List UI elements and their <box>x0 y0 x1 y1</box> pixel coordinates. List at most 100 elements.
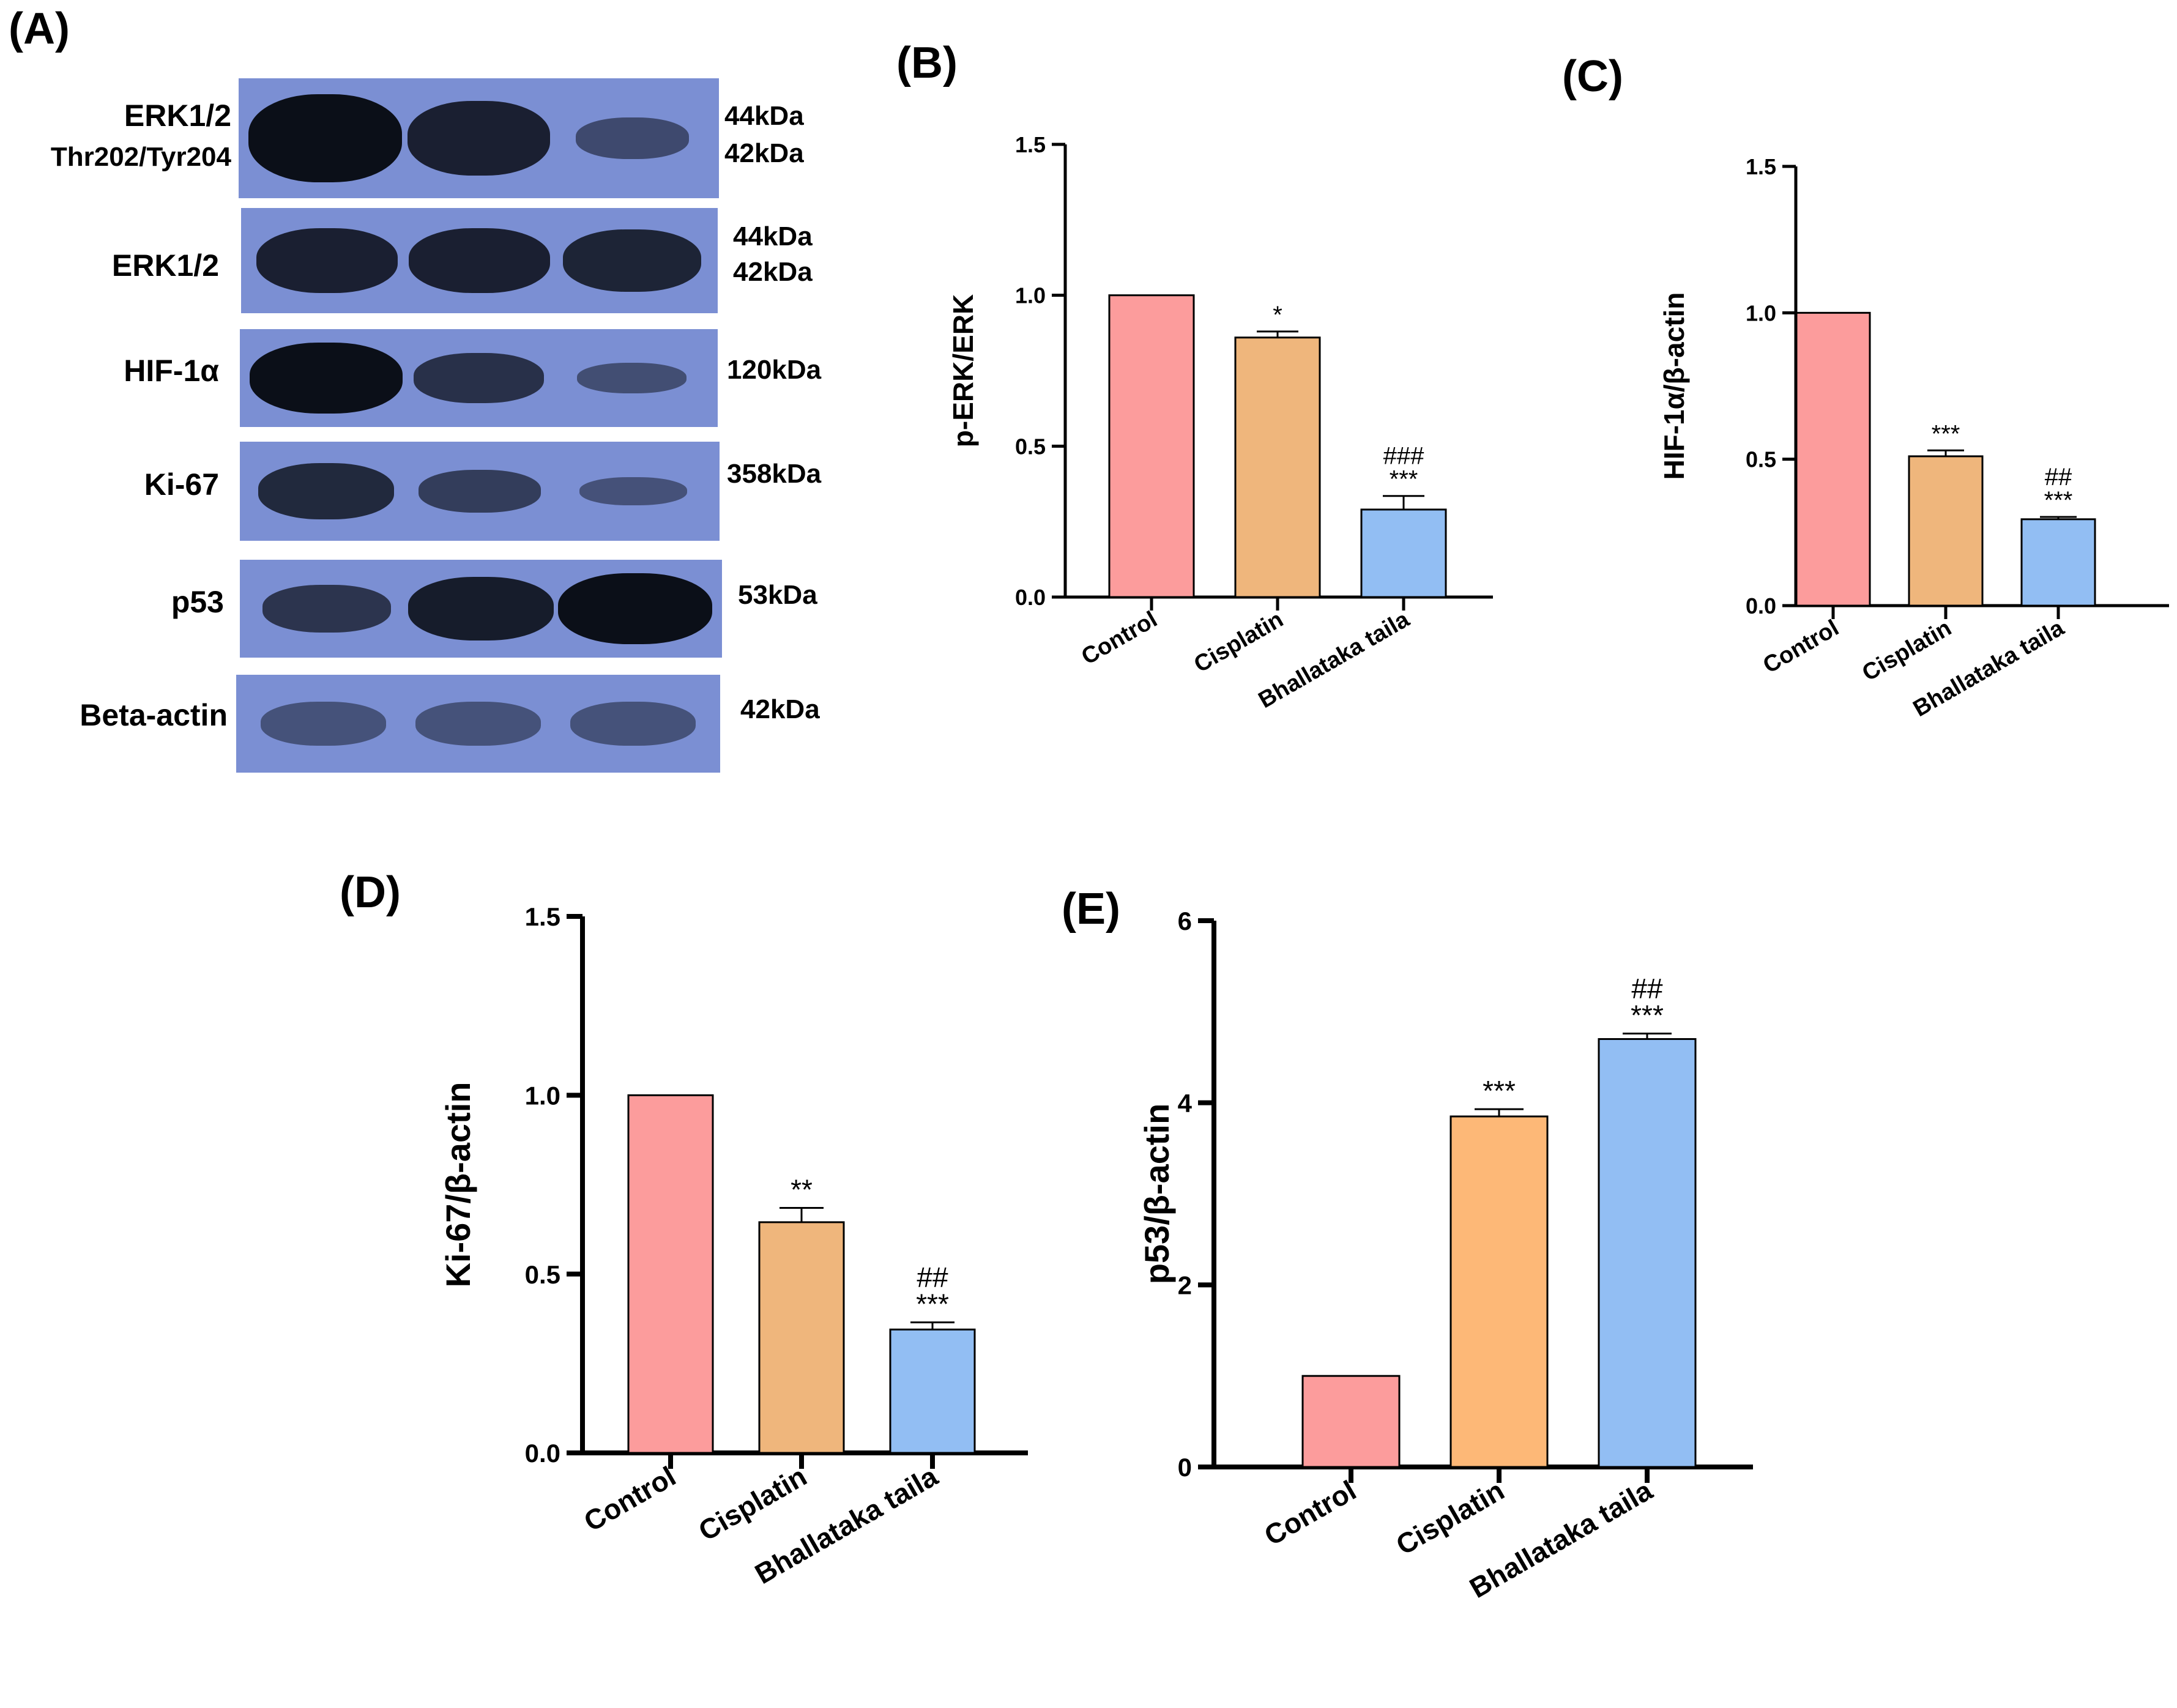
bar <box>758 1221 845 1454</box>
significance-label: *** <box>1390 466 1418 493</box>
y-tick-label: 0.0 <box>1015 585 1046 610</box>
significance-label: ### <box>1383 443 1424 470</box>
y-tick-label: 1.5 <box>1015 132 1046 157</box>
significance-label: * <box>1273 302 1282 329</box>
significance-label: *** <box>1932 420 1960 447</box>
y-tick-label: 6 <box>1178 907 1192 935</box>
blot-row-label: Ki-67 <box>144 467 219 502</box>
y-tick-label: 4 <box>1178 1089 1193 1118</box>
bar <box>627 1094 714 1454</box>
blot-band <box>558 573 713 645</box>
y-tick-label: 0.0 <box>525 1439 560 1468</box>
x-tick-label: Control <box>578 1460 681 1538</box>
y-tick-label: 0.0 <box>1746 593 1776 618</box>
bar <box>1301 1375 1401 1468</box>
significance-label: ** <box>791 1174 813 1206</box>
significance-label: *** <box>1631 1000 1664 1031</box>
blot-strip <box>240 329 718 427</box>
significance-label: *** <box>916 1288 949 1320</box>
y-tick-label: 0.5 <box>525 1260 560 1289</box>
blot-band <box>258 463 395 519</box>
y-axis-label: HIF-1α/β-actin <box>1658 292 1690 480</box>
blot-kda-label: 42kDa <box>724 138 804 168</box>
blot-row-label: ERK1/2 <box>124 98 231 133</box>
y-tick-label: 2 <box>1178 1271 1192 1299</box>
bar <box>1360 508 1447 598</box>
y-tick-label: 1.5 <box>525 902 560 931</box>
panel-letter-d: (D) <box>340 868 401 917</box>
x-tick-label: Cisplatin <box>1391 1474 1509 1561</box>
bar <box>1449 1115 1549 1468</box>
bar <box>1795 311 1871 607</box>
blot-row-label: Beta-actin <box>80 698 228 732</box>
bar <box>1108 294 1195 598</box>
bar-chart-hif: 0.0 0.5 1.0 1.5 HIF-1α/β-actin Control *** Cisp… <box>1658 154 2169 722</box>
bar <box>889 1328 976 1454</box>
blot-band <box>256 228 398 294</box>
panel-letter-e: (E) <box>1062 885 1120 934</box>
significance-label: ## <box>1631 973 1663 1004</box>
blot-band <box>262 585 391 633</box>
y-tick-label: 1.0 <box>1015 283 1046 308</box>
y-tick-label: 1.0 <box>1746 300 1776 325</box>
x-tick-label: Cisplatin <box>1858 615 1956 686</box>
blot-row-label: HIF-1α <box>124 354 219 388</box>
blot-kda-label: 42kDa <box>740 694 820 724</box>
y-axis-label: p53/β-actin <box>1137 1104 1176 1285</box>
bar <box>1234 336 1321 598</box>
blot-band <box>407 101 550 176</box>
blot-strip <box>241 208 718 313</box>
blot-kda-label: 53kDa <box>738 580 817 610</box>
y-tick-label: 0.5 <box>1746 447 1776 472</box>
blot-band <box>419 470 541 513</box>
bar-chart-p53: 0246p53/β-actinControl***Cisplatin##***B… <box>1137 907 1753 1604</box>
blot-band <box>570 701 696 746</box>
significance-label: ## <box>917 1261 948 1293</box>
blot-band <box>576 117 690 159</box>
y-tick-label: 1.5 <box>1746 154 1776 179</box>
x-tick-label: Control <box>1759 615 1844 678</box>
blot-band <box>414 353 544 403</box>
blot-band <box>248 94 402 182</box>
blot-band <box>579 477 687 506</box>
bar-chart-ki67: 0.0 0.5 1.0 1.5 Ki-67/β-actin Control ** Cispla… <box>439 902 1028 1590</box>
bar <box>2020 518 2096 607</box>
bar-chart-p-erk: 0.0 0.5 1.0 1.5 p-ERK/ERK Control * Cisplatin ##… <box>947 132 1493 713</box>
blot-kda-label: 44kDa <box>724 101 804 131</box>
significance-label: ## <box>2045 464 2072 491</box>
x-tick-label: Control <box>1259 1474 1361 1552</box>
blot-band <box>408 577 554 640</box>
blot-band <box>576 362 687 394</box>
x-tick-label: Cisplatin <box>693 1460 812 1547</box>
blot-strip <box>239 78 719 198</box>
y-tick-label: 0 <box>1178 1453 1192 1482</box>
blot-strip <box>240 442 720 541</box>
blot-strip <box>240 560 722 658</box>
significance-label: *** <box>2044 487 2073 514</box>
bar <box>1598 1038 1697 1468</box>
y-tick-label: 0.5 <box>1015 434 1046 459</box>
blot-row-label: p53 <box>171 585 224 619</box>
blot-strip <box>236 675 720 773</box>
panel-letter-c: (C) <box>1562 52 1623 101</box>
blot-row-label: ERK1/2 <box>111 248 219 283</box>
bar <box>1908 455 1984 607</box>
x-tick-label: Cisplatin <box>1190 606 1288 678</box>
panel-letter-a: (A) <box>9 4 70 53</box>
blot-band <box>260 701 387 746</box>
blot-band <box>415 701 541 746</box>
blot-kda-label: 42kDa <box>733 257 813 287</box>
y-tick-label: 1.0 <box>525 1081 560 1110</box>
y-axis-label: Ki-67/β-actin <box>439 1082 477 1287</box>
blot-band <box>249 342 403 414</box>
blot-kda-label: 358kDa <box>727 459 822 489</box>
blot-band <box>409 228 550 294</box>
blot-kda-label: 120kDa <box>727 355 822 385</box>
panel-letter-b: (B) <box>896 39 958 87</box>
significance-label: *** <box>1483 1075 1516 1107</box>
y-axis-label: p-ERK/ERK <box>947 294 979 447</box>
blot-band <box>562 229 701 292</box>
x-tick-label: Control <box>1077 606 1162 670</box>
blot-kda-label: 44kDa <box>733 221 813 251</box>
